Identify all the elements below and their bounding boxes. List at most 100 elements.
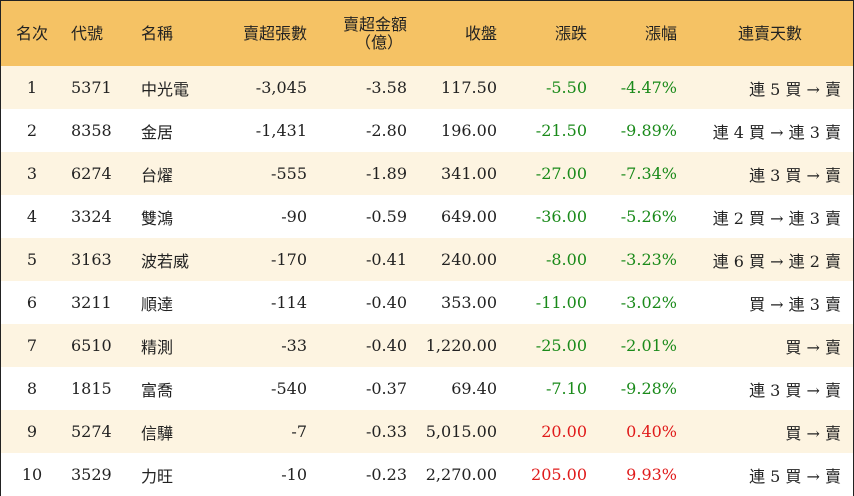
cell-change-pct: 0.40% (626, 422, 677, 441)
cell-change: -21.50 (535, 121, 587, 140)
cell-close: 2,270.00 (425, 465, 497, 484)
cell-sell-amount: -0.40 (365, 336, 407, 355)
cell-change-pct: -3.23% (620, 250, 677, 269)
cell-sell-amount: -0.59 (365, 207, 407, 226)
header-sell-amount-line2: （億） (354, 32, 403, 52)
cell-close: 196.00 (441, 121, 497, 140)
cell-change-pct: -5.26% (620, 207, 677, 226)
cell-sell-lots: -33 (281, 336, 307, 355)
cell-sell-amount: -0.40 (365, 293, 407, 312)
cell-rank: 2 (26, 121, 38, 140)
cell-streak: 買 → 賣 (785, 337, 841, 357)
cell-name: 力旺 (141, 466, 174, 486)
cell-code: 6274 (71, 164, 112, 183)
cell-close: 1,220.00 (425, 336, 497, 355)
table-header: 名次 代號 名稱 賣超張數 賣超金額 （億） 收盤 漲跌 漲幅 連賣天數 (1, 1, 853, 66)
cell-code: 3324 (71, 207, 112, 226)
cell-sell-amount: -1.89 (365, 164, 407, 183)
cell-rank: 6 (26, 293, 38, 312)
cell-name: 台燿 (141, 165, 174, 185)
cell-name: 雙鴻 (141, 208, 174, 228)
table-row: 2 8358 金居 -1,431 -2.80 196.00 -21.50 -9.89% 連 4 … (1, 109, 853, 152)
cell-code: 5371 (71, 78, 112, 97)
header-sell-amount-line1: 賣超金額 (342, 14, 407, 34)
cell-rank: 9 (26, 422, 38, 441)
header-sell-lots: 賣超張數 (242, 23, 307, 43)
cell-change: -7.10 (545, 379, 587, 398)
cell-sell-lots: -10 (281, 465, 307, 484)
cell-sell-amount: -0.37 (365, 379, 407, 398)
cell-code: 1815 (71, 379, 112, 398)
cell-code: 5274 (71, 422, 112, 441)
cell-sell-amount: -0.41 (365, 250, 407, 269)
cell-change: -5.50 (545, 78, 587, 97)
table-row: 3 6274 台燿 -555 -1.89 341.00 -27.00 -7.34% 連 3 買 … (1, 152, 853, 195)
table-body: 1 5371 中光電 -3,045 -3.58 117.50 -5.50 -4.47% 連 5 … (1, 66, 853, 496)
table-row: 6 3211 順達 -114 -0.40 353.00 -11.00 -3.02% 買 → 連 … (1, 281, 853, 324)
cell-rank: 10 (21, 465, 43, 484)
table-row: 10 3529 力旺 -10 -0.23 2,270.00 205.00 9.93% 連 5 買… (1, 453, 853, 496)
cell-sell-amount: -0.23 (365, 465, 407, 484)
table-row: 5 3163 波若威 -170 -0.41 240.00 -8.00 -3.23% 連 6 買 … (1, 238, 853, 281)
table-row: 4 3324 雙鴻 -90 -0.59 649.00 -36.00 -5.26% 連 2 買 →… (1, 195, 853, 238)
cell-change: -36.00 (535, 207, 587, 226)
cell-code: 3163 (71, 250, 112, 269)
cell-close: 5,015.00 (425, 422, 497, 441)
cell-change: 20.00 (541, 422, 587, 441)
cell-rank: 5 (26, 250, 38, 269)
cell-streak: 連 6 買 → 連 2 賣 (712, 251, 841, 271)
cell-close: 117.50 (441, 78, 497, 97)
cell-change: -25.00 (535, 336, 587, 355)
header-change: 漲跌 (554, 23, 587, 43)
cell-change: -27.00 (535, 164, 587, 183)
cell-streak: 連 2 買 → 連 3 賣 (712, 208, 841, 228)
cell-code: 3529 (71, 465, 112, 484)
cell-sell-lots: -540 (271, 379, 307, 398)
table-row: 1 5371 中光電 -3,045 -3.58 117.50 -5.50 -4.47% 連 5 … (1, 66, 853, 109)
header-code: 代號 (71, 23, 104, 43)
cell-name: 順達 (141, 294, 174, 314)
cell-code: 6510 (71, 336, 112, 355)
cell-sell-lots: -90 (281, 207, 307, 226)
header-change-pct: 漲幅 (644, 23, 677, 43)
cell-change-pct: -9.28% (620, 379, 677, 398)
header-row: 名次 代號 名稱 賣超張數 賣超金額 （億） 收盤 漲跌 漲幅 連賣天數 (1, 1, 853, 66)
cell-close: 240.00 (441, 250, 497, 269)
cell-close: 69.40 (451, 379, 497, 398)
cell-name: 中光電 (141, 79, 190, 99)
cell-name: 信驊 (141, 423, 174, 443)
cell-code: 3211 (71, 293, 112, 312)
cell-sell-amount: -3.58 (365, 78, 407, 97)
cell-streak: 連 5 買 → 賣 (749, 79, 841, 99)
cell-sell-lots: -555 (271, 164, 307, 183)
cell-change-pct: -7.34% (620, 164, 677, 183)
table-row: 8 1815 富喬 -540 -0.37 69.40 -7.10 -9.28% 連 3 買 → … (1, 367, 853, 410)
header-streak: 連賣天數 (737, 23, 802, 43)
cell-change-pct: -3.02% (620, 293, 677, 312)
cell-sell-lots: -3,045 (255, 78, 307, 97)
cell-rank: 7 (26, 336, 38, 355)
cell-streak: 買 → 連 3 賣 (749, 294, 841, 314)
header-rank: 名次 (15, 23, 48, 43)
cell-name: 金居 (141, 122, 174, 142)
cell-rank: 8 (26, 379, 38, 398)
cell-rank: 3 (26, 164, 38, 183)
cell-change-pct: -4.47% (620, 78, 677, 97)
table-row: 7 6510 精測 -33 -0.40 1,220.00 -25.00 -2.01% 買 → 賣 (1, 324, 853, 367)
cell-close: 341.00 (441, 164, 497, 183)
cell-sell-lots: -170 (271, 250, 307, 269)
cell-streak: 連 3 買 → 賣 (749, 165, 841, 185)
header-sell-amount: 賣超金額 （億） (317, 1, 417, 66)
header-name: 名稱 (141, 23, 174, 43)
cell-change-pct: -2.01% (620, 336, 677, 355)
cell-rank: 4 (26, 207, 38, 226)
cell-sell-lots: -1,431 (255, 121, 307, 140)
cell-name: 精測 (141, 337, 174, 357)
cell-streak: 買 → 賣 (785, 423, 841, 443)
cell-change-pct: 9.93% (626, 465, 677, 484)
cell-sell-lots: -7 (291, 422, 307, 441)
cell-code: 8358 (71, 121, 112, 140)
cell-sell-lots: -114 (271, 293, 307, 312)
